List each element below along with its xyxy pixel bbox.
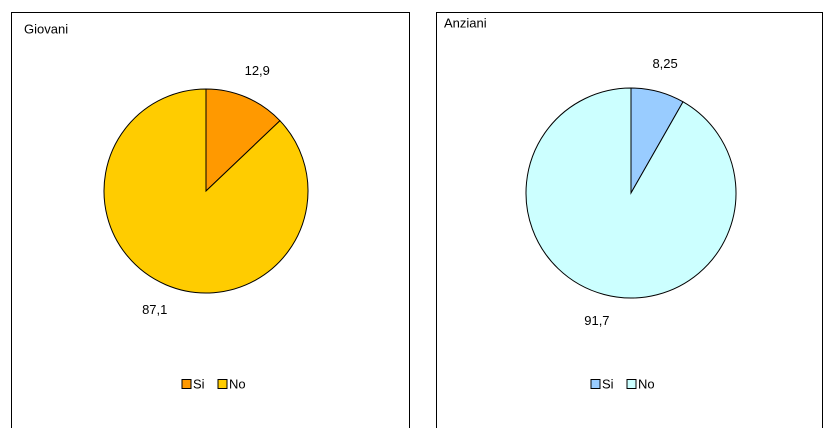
chart-title: Giovani <box>24 21 68 36</box>
legend-label: No <box>229 376 246 391</box>
legend-label: No <box>638 376 655 391</box>
data-label: 87,1 <box>142 302 167 317</box>
legend-swatch <box>217 379 228 389</box>
data-label: 12,9 <box>245 63 270 78</box>
chart-title: Anziani <box>444 15 487 30</box>
legend-swatch <box>626 379 637 389</box>
pie-slice <box>205 88 281 193</box>
data-label: 91,7 <box>584 313 609 328</box>
legend-label: Si <box>602 376 614 391</box>
legend-swatch <box>590 379 601 389</box>
pie-slice <box>525 87 737 299</box>
legend-swatch <box>181 379 192 389</box>
legend-label: Si <box>193 376 205 391</box>
data-label: 8,25 <box>652 56 677 71</box>
pie-slice <box>103 88 309 294</box>
